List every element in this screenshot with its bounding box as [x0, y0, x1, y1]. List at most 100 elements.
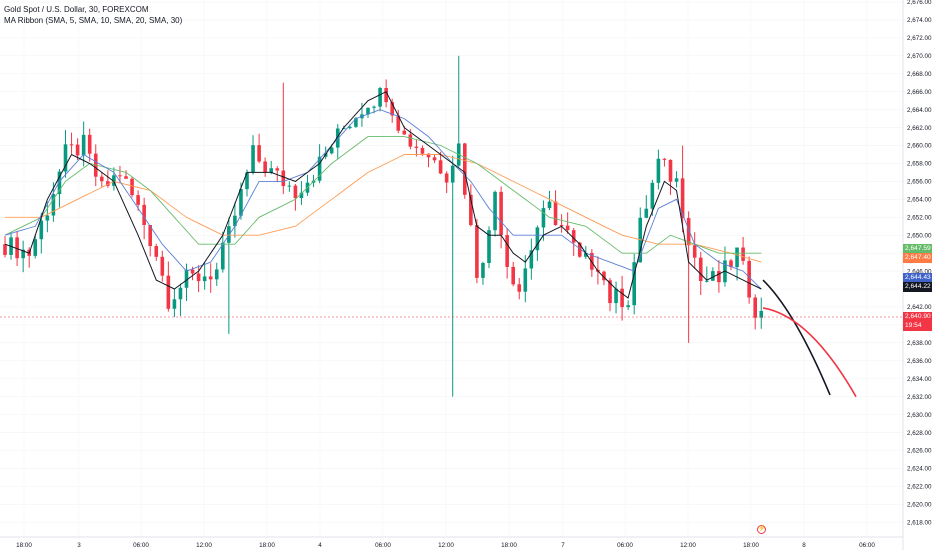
candle-body [239, 189, 243, 216]
candle-body [559, 224, 564, 226]
price-tick-label: 2,650.00 [907, 232, 932, 239]
candle-body [717, 271, 721, 283]
candle-body [33, 239, 38, 256]
time-tick-label: 4 [318, 542, 322, 549]
candle-body [741, 247, 745, 261]
candle-body [535, 227, 540, 251]
symbol-title[interactable]: Gold Spot / U.S. Dollar, 30, FOREXCOM [4, 5, 149, 14]
price-tick-label: 2,624.00 [907, 466, 932, 473]
sma5-price-badge: 2,644.22 [903, 282, 932, 292]
candle-body [680, 178, 685, 219]
candle-body [45, 215, 50, 221]
candle-body [245, 172, 249, 190]
candle-body [571, 230, 576, 243]
candle-body [342, 128, 346, 130]
candle-body [505, 235, 509, 267]
price-tick-label: 2,646.00 [907, 268, 932, 275]
candle-body [493, 191, 497, 231]
price-tick-label: 2,620.00 [907, 502, 932, 509]
candle-body [317, 156, 322, 181]
candle-body [626, 305, 630, 308]
time-tick-label: 06:00 [375, 542, 391, 549]
candle-body [469, 194, 473, 226]
candle-body [620, 288, 624, 308]
candle-body [692, 245, 697, 258]
sma5-line [4, 91, 762, 299]
time-tick-label: 18:00 [743, 542, 759, 549]
price-tick-label: 2,654.00 [907, 197, 932, 204]
candle-body [202, 276, 207, 282]
candle-body [384, 87, 388, 103]
candle-body [257, 145, 261, 162]
candle-body [553, 201, 558, 225]
sma10-price-badge: 2,644.43 [903, 273, 932, 283]
candle-body [366, 107, 370, 115]
candle-body [674, 178, 679, 182]
time-tick-label: 12:00 [196, 542, 212, 549]
price-tick-label: 2,674.00 [907, 17, 932, 24]
candle-body [711, 271, 715, 281]
candle-body [106, 181, 110, 186]
sma30-line [5, 154, 762, 263]
candle-body [208, 276, 213, 280]
candle-body [3, 244, 7, 255]
candle-body [662, 158, 667, 160]
price-tick-label: 2,666.00 [907, 89, 932, 96]
candle-body [281, 170, 286, 187]
candle-body [487, 230, 491, 263]
current-price-value: 2,640.90 [905, 313, 931, 320]
indicator-title[interactable]: MA Ribbon (SMA, 5, SMA, 10, SMA, 20, SMA… [4, 16, 183, 25]
candle-body [263, 161, 267, 173]
time-tick-label: 18:00 [501, 542, 517, 549]
candle-body [408, 134, 413, 147]
candle-body [15, 237, 19, 259]
sma30-price-badge: 2,647.40 [903, 253, 932, 263]
candle-body [348, 126, 352, 129]
candle-body [178, 287, 183, 300]
price-axis: 2,676.00 2,674.00 2,672.00 2,670.00 2,668.00… [907, 0, 932, 526]
moving-averages [4, 91, 762, 299]
candle-body [57, 171, 62, 195]
candle-body [251, 145, 255, 173]
candle-body [63, 144, 68, 172]
candle-body [184, 269, 189, 288]
candle-body [523, 268, 528, 292]
grid [0, 1, 903, 523]
candle-body [196, 273, 201, 282]
candle-body [166, 275, 171, 309]
candle-body [172, 299, 177, 309]
price-tick-label: 2,662.00 [907, 125, 932, 132]
candle-body [584, 252, 588, 257]
projection-black-line [762, 279, 831, 396]
candle-body [420, 147, 425, 154]
candle-body [529, 250, 534, 269]
candle-body [378, 87, 382, 107]
price-tick-label: 2,656.00 [907, 179, 932, 186]
candle-body [432, 157, 437, 161]
candle-body [705, 280, 709, 282]
candle-body [329, 147, 334, 154]
time-tick-label: 06:00 [133, 542, 149, 549]
candle-body [463, 143, 467, 195]
time-tick-label: 3 [77, 542, 81, 549]
candle-body [686, 218, 691, 246]
price-tick-label: 2,670.00 [907, 53, 932, 60]
projection-lines [762, 279, 857, 398]
candle-body [233, 215, 237, 227]
candle-body [475, 225, 479, 278]
candle-body [275, 168, 280, 171]
candle-body [154, 246, 159, 257]
event-flag-icon[interactable]: ⚡ [757, 525, 766, 534]
candle-body [221, 242, 225, 270]
candle-body [372, 106, 376, 108]
candle-body [511, 266, 515, 285]
candle-body [142, 204, 146, 225]
current-price-badge: 2,640.90 19:54 [903, 312, 932, 331]
time-tick-label: 12:00 [680, 542, 696, 549]
candle-body [438, 160, 443, 174]
time-tick-label: 06:00 [617, 542, 633, 549]
candle-body [698, 257, 703, 282]
candle-body [124, 176, 128, 179]
